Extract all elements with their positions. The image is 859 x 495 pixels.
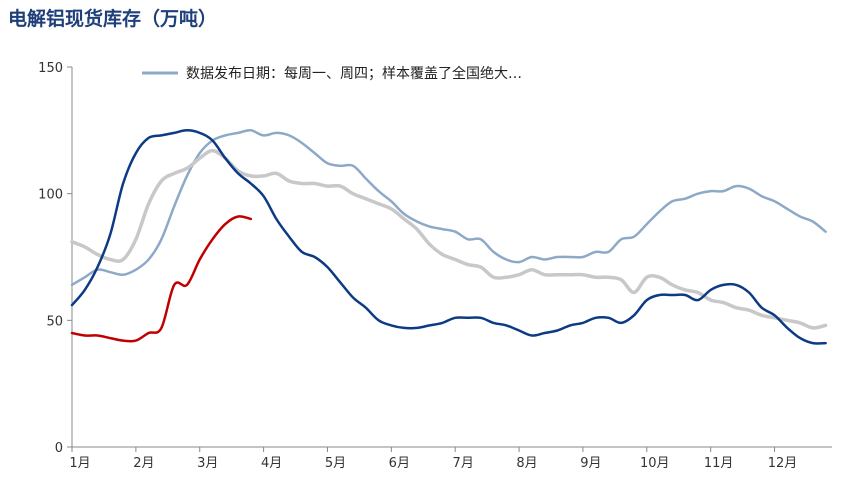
x-tick-label: 12月: [768, 456, 798, 471]
x-axis-ticks: 1月 2月 3月 4月 5月 6月 7月 8月 9月 10月 11月 12月: [69, 447, 797, 471]
x-tick-label: 1月: [69, 456, 90, 471]
x-tick-label: 4月: [261, 456, 282, 471]
x-tick-label: 5月: [325, 456, 346, 471]
y-axis-ticks: 0 50 100 150: [38, 61, 72, 456]
x-tick-label: 9月: [580, 456, 601, 471]
series-lines: [70, 129, 828, 345]
x-tick-label: 6月: [389, 456, 410, 471]
chart-title: 电解铝现货库存（万吨）: [8, 8, 218, 30]
legend-entry-text: 数据发布日期：每周一、周四；样本覆盖了全国绝大…: [186, 65, 522, 82]
chart-axes: [71, 67, 832, 448]
y-tick-label: 150: [38, 61, 63, 76]
x-tick-label: 7月: [453, 456, 474, 471]
x-tick-label: 11月: [704, 456, 734, 471]
x-tick-label: 10月: [640, 456, 670, 471]
y-tick-label: 100: [38, 188, 63, 203]
series-line-4: [70, 215, 253, 343]
y-tick-label: 50: [46, 314, 63, 329]
series-line-1: [70, 129, 827, 287]
series-line-2: [70, 148, 828, 330]
x-tick-label: 8月: [516, 456, 537, 471]
y-tick-label: 0: [55, 441, 63, 456]
series-line-3: [70, 129, 827, 345]
x-tick-label: 3月: [197, 456, 218, 471]
x-tick-label: 2月: [133, 456, 154, 471]
legend: 数据发布日期：每周一、周四；样本覆盖了全国绝大…: [142, 65, 522, 82]
